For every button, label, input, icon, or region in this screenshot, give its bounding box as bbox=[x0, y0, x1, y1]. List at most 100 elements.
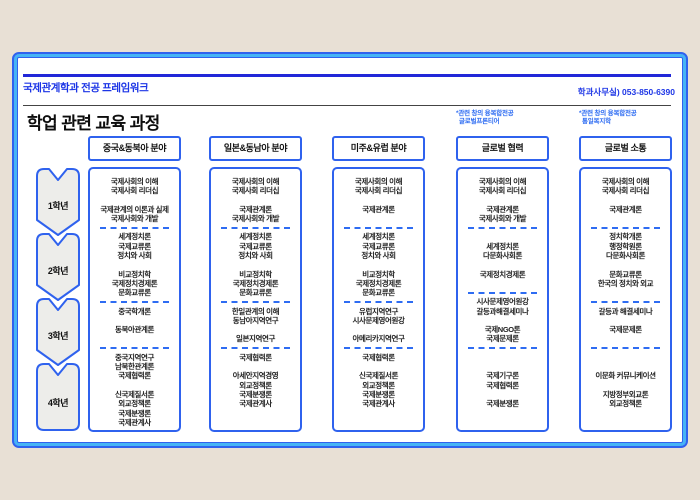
course-item: 외교정책론 bbox=[118, 399, 151, 409]
course-item: 국제관계론 bbox=[486, 204, 519, 214]
course-item: 남북한관계론 bbox=[115, 362, 154, 372]
empty-row bbox=[337, 214, 420, 223]
empty-row bbox=[584, 381, 667, 390]
course-item: 국제관계사 bbox=[118, 417, 151, 427]
empty-row bbox=[461, 362, 544, 371]
course-item: 한국의 정치와 외교 bbox=[597, 278, 654, 288]
empty-row bbox=[214, 260, 297, 269]
year-arrow-shape: 3학년 bbox=[36, 298, 80, 366]
course-item: 국제사회 리더십 bbox=[231, 186, 280, 196]
year-dashed-divider bbox=[221, 347, 290, 350]
year-dashed-divider bbox=[100, 347, 169, 350]
course-item: 국제분쟁론 bbox=[362, 389, 395, 399]
header-divider bbox=[23, 105, 671, 106]
empty-row bbox=[584, 362, 667, 371]
course-item: 이문화 커뮤니케이션 bbox=[595, 371, 656, 381]
page-title: 학업 관련 교육 과정 bbox=[27, 114, 160, 133]
course-item: 문화교류론 bbox=[239, 288, 272, 298]
course-item: 중국지역연구 bbox=[115, 352, 154, 362]
empty-row bbox=[93, 334, 176, 343]
course-item: 정치학개론 bbox=[609, 232, 642, 242]
course-item: 동북아관계론 bbox=[115, 325, 154, 335]
course-item: 시사문제영어원강 bbox=[476, 297, 529, 307]
year-arrow-outline bbox=[36, 363, 80, 431]
course-item: 국제사회 리더십 bbox=[110, 186, 159, 196]
empty-row bbox=[93, 196, 176, 205]
course-item: 일본지역연구 bbox=[236, 334, 275, 344]
year-rail: 1학년 2학년 3학년 4학년 bbox=[36, 54, 80, 446]
course-item: 시사문제영어원강 bbox=[352, 315, 405, 325]
course-item: 국제분쟁론 bbox=[118, 408, 151, 418]
course-item: 갈등과해결세미나 bbox=[476, 306, 529, 316]
column-course-box: 국제사회의 이해 국제사회 리더십 국제관계론 정치학개론 행정학원론 다문화사회론 문화교… bbox=[579, 167, 672, 432]
course-item: 아메리카지역연구 bbox=[352, 334, 405, 344]
empty-row bbox=[93, 316, 176, 325]
course-item: 국제기구론 bbox=[486, 371, 519, 381]
year-label: 2학년 bbox=[48, 265, 68, 276]
course-item: 외교정책론 bbox=[362, 380, 395, 390]
course-item: 국제관계론 bbox=[239, 204, 272, 214]
course-item: 동남아지역연구 bbox=[232, 315, 279, 325]
year-dashed-divider bbox=[100, 226, 169, 229]
column-course-box: 국제사회의 이해 국제사회 리더십 국제관계론 국제사회와 개발 세계정치론 국제교류론 정… bbox=[209, 167, 302, 432]
annotation-global-frontier: *관련 창의 융복합전공 글로벌프론티어 bbox=[456, 110, 514, 125]
empty-row bbox=[461, 196, 544, 205]
empty-row bbox=[461, 279, 544, 288]
course-item: 국제사회의 이해 bbox=[110, 177, 159, 186]
year-dashed-divider bbox=[468, 291, 537, 294]
course-item: 국제교류론 bbox=[362, 241, 395, 251]
course-item: 국제사회의 이해 bbox=[601, 177, 650, 186]
course-item: 아세안지역경영 bbox=[232, 371, 279, 381]
year-dashed-divider bbox=[344, 347, 413, 350]
course-item: 국제협력론 bbox=[486, 380, 519, 390]
course-item: 국제정치경제론 bbox=[111, 278, 158, 288]
empty-row bbox=[461, 232, 544, 241]
year-dashed-divider bbox=[591, 347, 660, 350]
course-item: 문화교류론 bbox=[362, 288, 395, 298]
empty-row bbox=[93, 260, 176, 269]
empty-row bbox=[214, 196, 297, 205]
course-item: 세계정치론 bbox=[239, 232, 272, 242]
empty-row bbox=[93, 381, 176, 390]
course-item: 지방정부외교론 bbox=[602, 389, 649, 399]
course-item: 국제사회 리더십 bbox=[478, 186, 527, 196]
column-header: 글로벌 협력 bbox=[456, 136, 549, 161]
column-header: 일본&동남아 분야 bbox=[209, 136, 302, 161]
year-dashed-divider bbox=[591, 226, 660, 229]
course-item: 국제협력론 bbox=[118, 371, 151, 381]
column-course-box: 국제사회의 이해 국제사회 리더십 국제관계론 국제사회와 개발 세계정치론 다문화사회론… bbox=[456, 167, 549, 432]
course-item: 비교정치학 bbox=[362, 269, 395, 279]
course-item: 갈등과 해결세미나 bbox=[598, 306, 653, 316]
year-arrow-outline bbox=[36, 233, 80, 301]
course-item: 국제관계사 bbox=[362, 399, 395, 409]
course-item: 세계정치론 bbox=[118, 232, 151, 242]
year-arrow-shape: 1학년 bbox=[36, 168, 80, 236]
course-item: 국제사회 리더십 bbox=[601, 186, 650, 196]
course-item: 국제협력론 bbox=[239, 352, 272, 362]
course-item: 문화교류론 bbox=[609, 269, 642, 279]
empty-row bbox=[461, 316, 544, 325]
empty-row bbox=[584, 196, 667, 205]
course-item: 한일관계의 이해 bbox=[231, 306, 280, 316]
course-item: 국제정치경제론 bbox=[232, 278, 279, 288]
column-course-box: 국제사회의 이해 국제사회 리더십 국제관계론 세계정치론 국제교류론 정치와 사회 비교정… bbox=[332, 167, 425, 432]
year-dashed-divider bbox=[221, 226, 290, 229]
annotation-line: 통일복지학 bbox=[582, 117, 611, 125]
course-item: 국제사회와 개발 bbox=[231, 214, 280, 224]
year-label: 1학년 bbox=[48, 200, 68, 211]
annotation-unification-welfare: *관련 창의 융복합전공 통일복지학 bbox=[579, 110, 637, 125]
department-heading: 국제관계학과 전공 프레임워크 bbox=[23, 82, 149, 94]
year-dashed-divider bbox=[344, 301, 413, 304]
course-item: 행정학원론 bbox=[609, 241, 642, 251]
empty-row bbox=[337, 196, 420, 205]
course-item: 국제관계론 bbox=[609, 204, 642, 214]
empty-row bbox=[584, 288, 667, 297]
empty-row bbox=[337, 362, 420, 371]
empty-row bbox=[584, 334, 667, 343]
year-dashed-divider bbox=[344, 226, 413, 229]
course-item: 국제분쟁론 bbox=[239, 389, 272, 399]
year-arrow-outline bbox=[36, 168, 80, 236]
empty-row bbox=[584, 214, 667, 223]
empty-row bbox=[584, 316, 667, 325]
year-dashed-divider bbox=[591, 301, 660, 304]
